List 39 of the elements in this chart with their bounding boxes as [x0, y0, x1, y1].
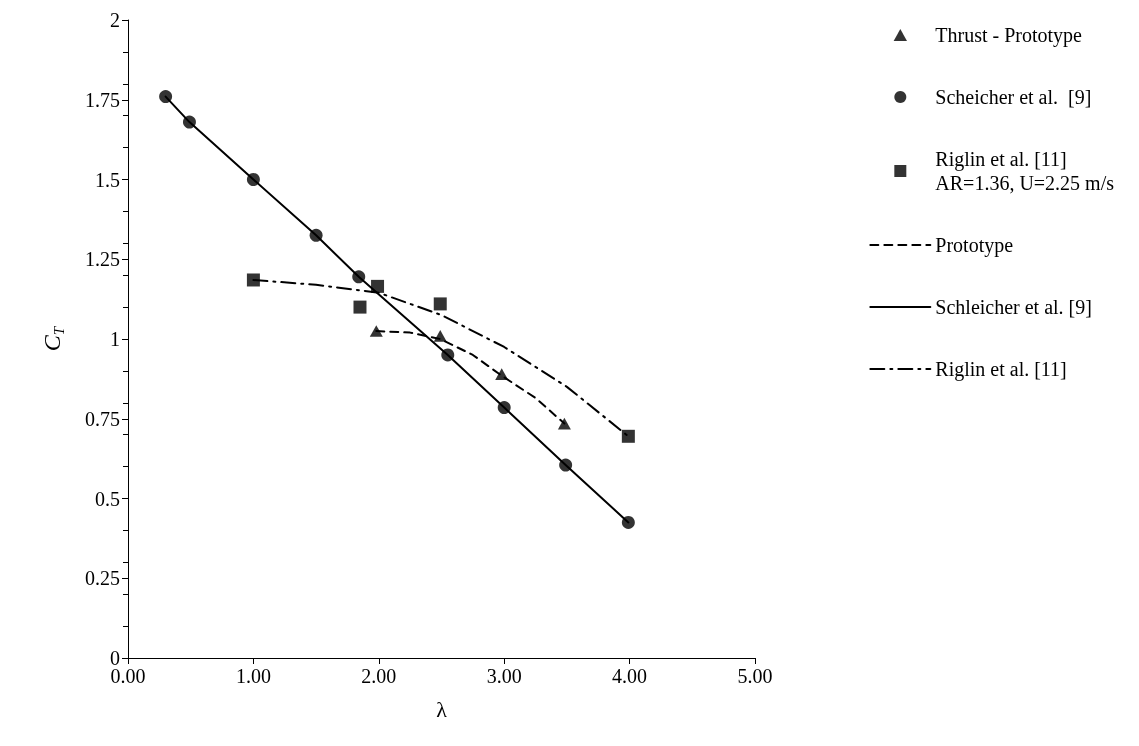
point — [621, 429, 635, 443]
point — [309, 228, 323, 242]
y-tick-label: 1.25 — [85, 248, 120, 271]
legend-label: Prototype — [935, 234, 1014, 257]
y-tick-label: 1 — [110, 328, 120, 350]
point — [159, 90, 173, 104]
legend-label: Scheicher et al. [9] — [935, 86, 1092, 108]
point — [495, 368, 509, 380]
point — [182, 115, 196, 129]
x-tick-label: 4.00 — [612, 665, 648, 687]
y-tick-label: 1.5 — [95, 168, 120, 191]
x-tick-label: 5.00 — [737, 665, 773, 687]
x-tick-label: 3.00 — [486, 665, 522, 687]
point — [353, 300, 367, 314]
y-tick-label: 0.25 — [85, 567, 120, 590]
point — [246, 173, 260, 186]
point — [433, 297, 447, 311]
point — [352, 270, 366, 284]
point — [557, 417, 571, 430]
y-axis-title: CT — [38, 325, 67, 352]
legend-label: Schleicher et al. [9] — [935, 296, 1092, 318]
legend-label: Riglin et al. [11] — [935, 358, 1067, 381]
point — [441, 348, 455, 362]
point — [621, 515, 635, 529]
legend-label: Riglin et al. [11] AR=1.36, U=2.25 m/s — [935, 148, 1115, 194]
point — [369, 325, 383, 337]
y-tick-label: 1.75 — [85, 88, 120, 111]
x-tick-label: 1.00 — [235, 665, 271, 687]
y-tick-label: 0.5 — [95, 487, 120, 510]
point — [246, 273, 260, 287]
point — [433, 329, 447, 342]
legend-label: Thrust - Prototype — [935, 24, 1083, 47]
x-tick-label: 2.00 — [361, 665, 397, 687]
point — [559, 458, 573, 472]
x-axis-title: λ — [436, 696, 448, 722]
y-tick-label: 2 — [110, 9, 120, 31]
point — [371, 279, 385, 293]
y-tick-label: 0.75 — [85, 407, 120, 430]
point — [497, 401, 511, 415]
